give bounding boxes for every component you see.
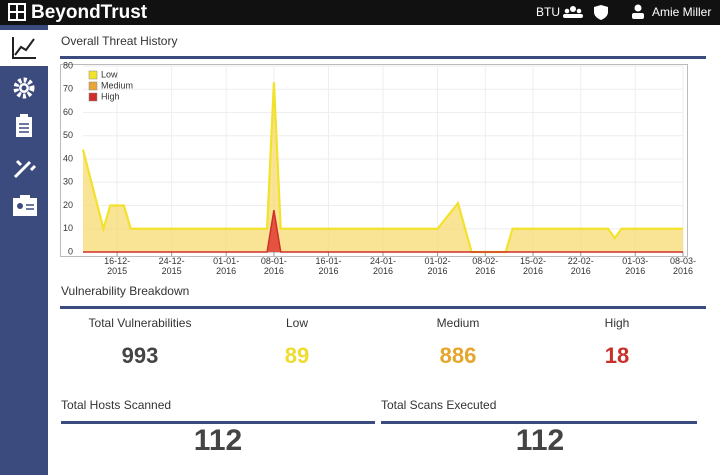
x-tick-label: 24-12-2015 — [159, 256, 185, 276]
chart-frame — [60, 64, 688, 257]
section-rule — [61, 421, 375, 424]
y-tick-label: 10 — [63, 223, 73, 233]
y-tick-label: 50 — [63, 130, 73, 140]
x-tick-label: 24-01-2016 — [370, 256, 396, 276]
stat-label: Total Vulnerabilities — [89, 316, 192, 330]
total-label: Total Scans Executed — [381, 398, 496, 412]
logo-icon — [8, 3, 26, 21]
section-rule — [60, 306, 706, 309]
sidebar — [0, 25, 48, 475]
total-label: Total Hosts Scanned — [61, 398, 171, 412]
wand-nav-icon[interactable] — [13, 159, 37, 179]
report-nav-icon[interactable] — [13, 195, 37, 216]
users-icon[interactable] — [563, 6, 583, 18]
x-tick-label: 01-03-2016 — [622, 256, 648, 276]
clipboard-nav-icon[interactable] — [16, 114, 32, 137]
y-tick-label: 60 — [63, 107, 73, 117]
y-tick-label: 40 — [63, 153, 73, 163]
totals: Total Hosts Scanned 112 Total Scans Execut… — [61, 398, 697, 457]
x-tick-label: 08-01-2016 — [261, 256, 287, 276]
total-value: 112 — [516, 424, 564, 457]
stat-label: Medium — [437, 316, 480, 330]
shield-icon[interactable] — [594, 5, 608, 20]
stat-label: High — [605, 316, 630, 330]
y-tick-label: 80 — [63, 60, 73, 70]
user-icon[interactable] — [632, 4, 644, 20]
x-tick-label: 15-02-2016 — [520, 256, 546, 276]
legend-swatch — [88, 92, 98, 102]
total-value: 112 — [194, 424, 242, 457]
x-tick-label: 08-02-2016 — [472, 256, 498, 276]
legend-label: Low — [101, 69, 118, 79]
x-tick-label: 01-01-2016 — [213, 256, 239, 276]
settings-nav-icon[interactable] — [13, 77, 35, 99]
legend-swatch — [88, 81, 98, 91]
legend-label: High — [101, 91, 120, 101]
x-tick-label: 22-02-2016 — [568, 256, 594, 276]
section-rule — [381, 421, 697, 424]
plot: 0 10 20 30 40 50 60 70 80 16-12-2015 24-12-2015 01-… — [63, 60, 696, 276]
y-tick-label: 30 — [63, 177, 73, 187]
stat-value: 18 — [605, 343, 629, 368]
area-fill — [83, 82, 683, 253]
section-title: Overall Threat History — [61, 34, 177, 48]
breakdown: Total Vulnerabilities 993 Low 89 Medium 886 Hi… — [89, 316, 630, 368]
org-name[interactable]: BTU — [536, 5, 560, 19]
x-tick-label: 08-03-2016 — [670, 256, 696, 276]
stat-value: 993 — [122, 343, 159, 368]
stat-value: 886 — [440, 343, 477, 368]
section-title: Vulnerability Breakdown — [61, 284, 189, 298]
stat-value: 89 — [285, 343, 309, 368]
series-line — [83, 210, 683, 253]
section-rule — [60, 56, 706, 59]
y-tick-label: 70 — [63, 84, 73, 94]
y-tick-label: 0 — [68, 246, 73, 256]
x-tick-label: 01-02-2016 — [425, 256, 451, 276]
legend-swatch — [88, 70, 98, 80]
chart-nav-icon[interactable] — [12, 37, 36, 59]
user-name[interactable]: Amie Miller — [652, 5, 711, 19]
y-tick-label: 20 — [63, 200, 73, 210]
brand[interactable]: BeyondTrust — [31, 2, 148, 23]
series-line — [81, 82, 683, 254]
legend-label: Medium — [101, 80, 133, 90]
x-tick-label: 16-12-2015 — [104, 256, 130, 276]
stat-label: Low — [286, 316, 308, 330]
x-tick-label: 16-01-2016 — [315, 256, 341, 276]
